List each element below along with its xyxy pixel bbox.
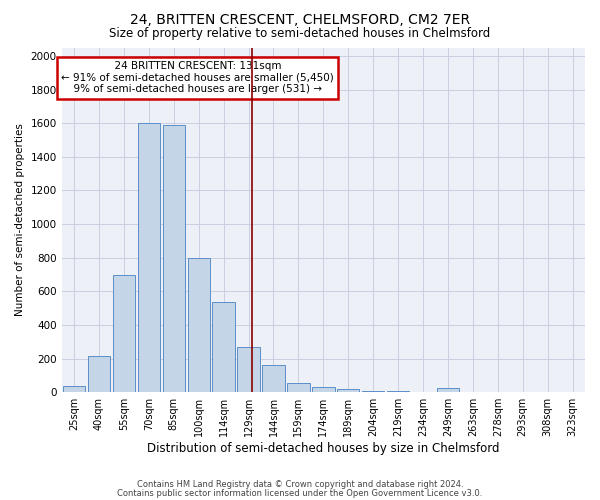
Bar — [337, 389, 359, 392]
Text: 24, BRITTEN CRESCENT, CHELMSFORD, CM2 7ER: 24, BRITTEN CRESCENT, CHELMSFORD, CM2 7E… — [130, 12, 470, 26]
Text: Contains public sector information licensed under the Open Government Licence v3: Contains public sector information licen… — [118, 488, 482, 498]
Text: Contains HM Land Registry data © Crown copyright and database right 2024.: Contains HM Land Registry data © Crown c… — [137, 480, 463, 489]
Bar — [262, 366, 285, 392]
Bar — [63, 386, 85, 392]
Y-axis label: Number of semi-detached properties: Number of semi-detached properties — [15, 124, 25, 316]
Text: Size of property relative to semi-detached houses in Chelmsford: Size of property relative to semi-detach… — [109, 28, 491, 40]
Bar — [163, 125, 185, 392]
Bar — [238, 347, 260, 392]
Bar — [113, 274, 135, 392]
Bar — [437, 388, 459, 392]
Bar — [212, 302, 235, 392]
Bar — [362, 390, 385, 392]
Bar — [88, 356, 110, 392]
Bar — [188, 258, 210, 392]
Bar — [312, 387, 335, 392]
X-axis label: Distribution of semi-detached houses by size in Chelmsford: Distribution of semi-detached houses by … — [147, 442, 500, 455]
Text: 24 BRITTEN CRESCENT: 131sqm  
← 91% of semi-detached houses are smaller (5,450)
: 24 BRITTEN CRESCENT: 131sqm ← 91% of sem… — [61, 62, 334, 94]
Bar — [137, 123, 160, 392]
Bar — [287, 383, 310, 392]
